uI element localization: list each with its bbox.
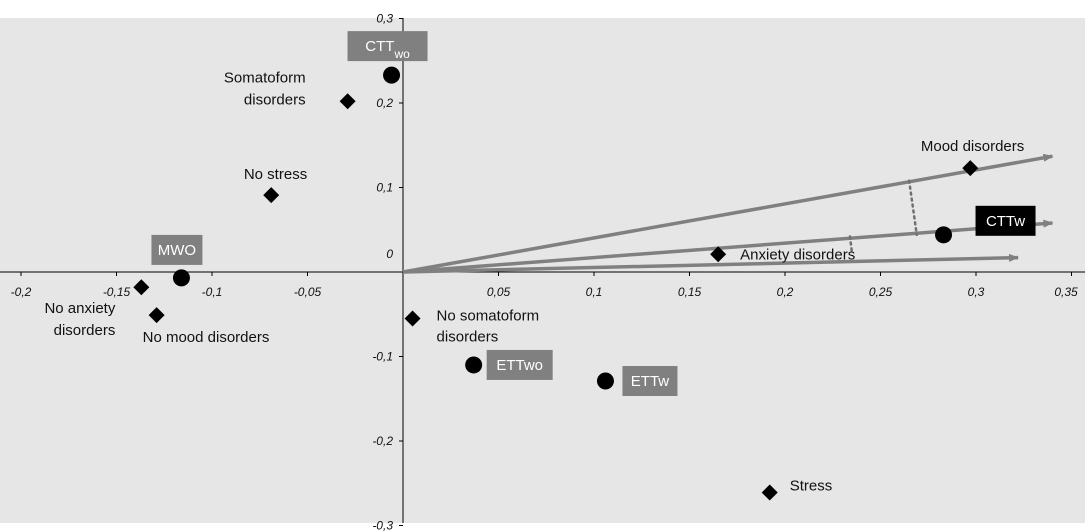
label-box bbox=[975, 205, 1036, 236]
diamond-marker bbox=[962, 160, 979, 177]
loading-arrow bbox=[402, 153, 1054, 274]
x-tick-label: -0,05 bbox=[294, 285, 322, 299]
circle-marker bbox=[465, 356, 483, 374]
x-tick-label: 0,2 bbox=[777, 285, 794, 299]
circle-marker bbox=[383, 66, 401, 84]
plot-background bbox=[0, 18, 1085, 523]
point-label: No mood disorders bbox=[143, 329, 270, 346]
point-label: Anxiety disorders bbox=[740, 246, 855, 263]
boxed-point-label: ETTw bbox=[631, 373, 670, 390]
diamond-marker bbox=[148, 307, 165, 324]
diamond-marker bbox=[710, 246, 727, 263]
x-tick-label: 0,05 bbox=[487, 285, 511, 299]
points bbox=[133, 66, 979, 501]
x-tick-label: 0,25 bbox=[869, 285, 893, 299]
circle-marker bbox=[596, 372, 614, 390]
y-tick-label: 0,2 bbox=[376, 96, 393, 110]
dotted-connector bbox=[907, 179, 919, 237]
point-label: No somatoform bbox=[437, 307, 540, 324]
x-tick-label: 0,15 bbox=[678, 285, 702, 299]
loading-arrow bbox=[402, 253, 1020, 274]
diamond-marker bbox=[133, 279, 150, 296]
point-labels: Somatoform disorders No stress Mood disorde… bbox=[44, 31, 1036, 495]
point-label: Mood disorders bbox=[921, 138, 1024, 155]
point-label: Somatoform bbox=[224, 69, 306, 86]
diamond-marker bbox=[263, 187, 280, 204]
label-box bbox=[347, 31, 428, 62]
label-box bbox=[622, 366, 678, 397]
point-label: No stress bbox=[244, 166, 307, 183]
x-tick-label: 0,3 bbox=[968, 285, 985, 299]
diamond-marker bbox=[404, 310, 421, 327]
x-tick-label: -0,15 bbox=[103, 285, 131, 299]
point-label: No anxiety bbox=[44, 300, 115, 317]
boxed-point-label: CTTw bbox=[986, 213, 1025, 230]
boxed-point-label: ETTwo bbox=[496, 357, 543, 374]
diamond-marker bbox=[761, 484, 778, 501]
circle-marker bbox=[935, 226, 953, 244]
y-tick-label: 0,1 bbox=[376, 181, 393, 195]
x-tick-label: 0,35 bbox=[1054, 285, 1078, 299]
point-label: disorders bbox=[54, 322, 116, 339]
point-label: disorders bbox=[244, 91, 306, 108]
label-box bbox=[486, 349, 553, 380]
boxed-point-label: MWO bbox=[158, 242, 196, 259]
point-label: Stress bbox=[790, 478, 833, 495]
circle-marker bbox=[172, 269, 190, 287]
label-box bbox=[151, 234, 203, 265]
y-tick-label: 0 bbox=[386, 247, 393, 261]
x-tick-label: 0,1 bbox=[586, 285, 603, 299]
y-tick-label: -0,2 bbox=[372, 434, 393, 448]
y-tick-label: -0,3 bbox=[372, 519, 393, 531]
x-tick-label: -0,1 bbox=[202, 285, 223, 299]
axes: -0,2 -0,15 -0,1 -0,05 0,05 0,1 0,15 0,2 0,25 0,3 0… bbox=[0, 12, 1085, 531]
diamond-marker bbox=[339, 93, 356, 110]
dotted-connector bbox=[848, 235, 854, 253]
x-tick-label: -0,2 bbox=[11, 285, 32, 299]
point-label: disorders bbox=[437, 328, 499, 345]
y-tick-label: -0,1 bbox=[372, 350, 393, 364]
y-tick-label: 0,3 bbox=[376, 12, 393, 26]
